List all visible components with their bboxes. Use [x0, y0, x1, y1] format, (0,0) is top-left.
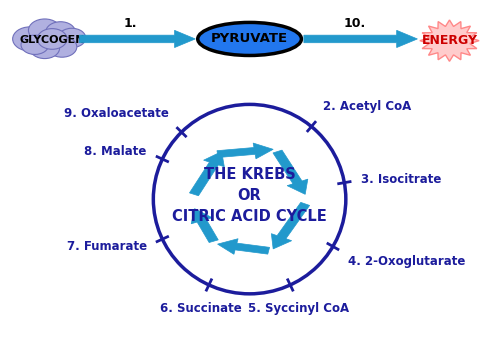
Text: ENERGY: ENERGY [422, 34, 478, 47]
Text: 3. Isocitrate: 3. Isocitrate [362, 173, 442, 186]
Circle shape [28, 19, 61, 42]
Text: GLYCOGEN: GLYCOGEN [20, 35, 85, 45]
Text: 6. Succinate: 6. Succinate [160, 302, 242, 315]
Polygon shape [218, 239, 270, 254]
Polygon shape [190, 152, 224, 196]
Polygon shape [80, 30, 196, 48]
Ellipse shape [198, 22, 302, 56]
Circle shape [30, 38, 60, 58]
Text: 4. 2-Oxoglutarate: 4. 2-Oxoglutarate [348, 255, 466, 268]
Circle shape [21, 35, 48, 55]
Circle shape [47, 36, 77, 57]
Text: 8. Malate: 8. Malate [84, 145, 146, 158]
Polygon shape [191, 209, 218, 243]
Polygon shape [420, 20, 479, 61]
Text: 5. Syccinyl CoA: 5. Syccinyl CoA [248, 302, 349, 315]
Text: 9. Oxaloacetate: 9. Oxaloacetate [64, 107, 170, 120]
Circle shape [12, 27, 47, 51]
Text: 1.: 1. [123, 18, 136, 30]
Polygon shape [217, 143, 273, 159]
Polygon shape [304, 30, 418, 48]
Circle shape [58, 28, 86, 48]
Text: THE KREBS
OR
CITRIC ACID CYCLE: THE KREBS OR CITRIC ACID CYCLE [172, 167, 327, 224]
Polygon shape [272, 202, 310, 249]
Text: 2. Acetyl CoA: 2. Acetyl CoA [322, 100, 411, 113]
Polygon shape [273, 150, 308, 194]
Circle shape [46, 22, 76, 42]
Text: PYRUVATE: PYRUVATE [211, 33, 288, 46]
Text: 10.: 10. [344, 18, 366, 30]
Circle shape [38, 29, 67, 49]
Text: 7. Fumarate: 7. Fumarate [66, 240, 146, 253]
